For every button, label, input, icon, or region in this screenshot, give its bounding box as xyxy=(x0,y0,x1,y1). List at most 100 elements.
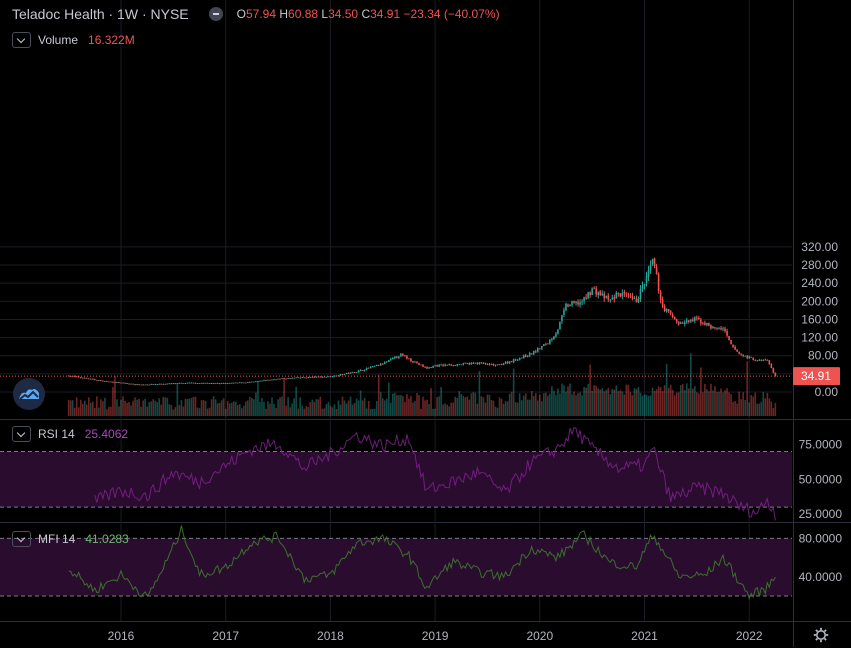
candle-body xyxy=(188,382,191,384)
volume-bar xyxy=(593,385,595,416)
candle-body xyxy=(536,347,539,352)
volume-bar xyxy=(740,399,742,416)
volume-bar xyxy=(271,397,273,416)
volume-bar xyxy=(128,401,130,416)
mfi-collapse-chevron-icon[interactable] xyxy=(12,531,31,547)
candle-body xyxy=(420,364,422,366)
volume-bar xyxy=(267,401,269,416)
volume-bar xyxy=(198,408,201,416)
volume-bar xyxy=(75,397,78,416)
volume-bar xyxy=(696,392,698,416)
mfi-band xyxy=(0,537,792,597)
volume-bar xyxy=(83,400,86,416)
volume-collapse-chevron-icon[interactable] xyxy=(12,32,31,48)
candle-body xyxy=(615,292,618,299)
mfi-legend: MFI 14 41.0283 xyxy=(12,531,129,547)
volume-bar xyxy=(728,392,730,416)
volume-bar xyxy=(172,409,175,416)
volume-bar xyxy=(448,406,450,416)
candle-body xyxy=(716,327,718,329)
volume-bar xyxy=(581,395,583,416)
candle-body xyxy=(309,377,312,378)
volume-bar xyxy=(92,401,94,416)
candle-body xyxy=(363,370,366,371)
symbol-title[interactable]: Teladoc Health · 1W · NYSE xyxy=(12,6,189,22)
volume-bar xyxy=(331,407,334,416)
candle-body xyxy=(619,293,622,297)
volume-bar xyxy=(420,408,422,416)
candle-body xyxy=(714,327,716,329)
candle-body xyxy=(585,297,587,299)
mfi-value: 41.0283 xyxy=(85,532,129,546)
volume-bar xyxy=(547,395,549,416)
volume-bar xyxy=(641,395,644,416)
tradingview-logo-icon[interactable] xyxy=(13,378,45,410)
volume-bar xyxy=(742,392,744,416)
candle-body xyxy=(204,382,207,384)
volume-bar xyxy=(627,384,630,416)
candle-body xyxy=(257,381,259,382)
candle-body xyxy=(303,377,306,379)
last-price-badge xyxy=(793,367,840,386)
volume-bar xyxy=(158,398,161,416)
volume-bar xyxy=(234,401,237,416)
volume-bar xyxy=(301,405,304,416)
candle-body xyxy=(468,363,471,365)
candle-body xyxy=(706,323,708,326)
candle-body xyxy=(524,355,527,357)
candle-body xyxy=(317,376,320,378)
candle-body xyxy=(669,310,672,314)
volume-bar xyxy=(402,396,404,416)
candle-body xyxy=(128,383,130,385)
candle-body xyxy=(424,366,426,368)
candle-body xyxy=(726,330,728,336)
candle-body xyxy=(67,375,70,377)
mfi-band-tick-label: 40.0000 xyxy=(799,570,843,584)
volume-bar xyxy=(170,404,173,416)
volume-bar xyxy=(532,396,535,416)
candle-body xyxy=(247,382,249,383)
candle-body xyxy=(683,322,686,325)
volume-bar xyxy=(398,395,400,416)
candle-body xyxy=(438,364,440,367)
volume-bar xyxy=(335,408,338,416)
candle-body xyxy=(140,384,142,386)
volume-bar xyxy=(390,402,392,416)
volume-bar xyxy=(194,396,197,416)
volume-bar xyxy=(677,392,680,416)
volume-bar xyxy=(683,390,686,416)
candle-body xyxy=(321,376,324,378)
volume-bar xyxy=(71,400,74,416)
volume-bar xyxy=(764,398,767,416)
volume-bar xyxy=(716,392,718,416)
volume-bar xyxy=(563,385,565,416)
volume-bar xyxy=(543,393,545,416)
volume-bar xyxy=(408,398,410,416)
candle-body xyxy=(522,355,525,358)
candle-body xyxy=(178,383,181,384)
volume-bar xyxy=(613,389,616,416)
candle-body xyxy=(251,381,253,383)
settings-gear-icon[interactable] xyxy=(813,627,829,643)
volume-bar xyxy=(702,392,704,416)
volume-bar xyxy=(589,364,591,416)
volume-bar xyxy=(265,408,267,416)
volume-bar xyxy=(603,391,606,416)
candle-body xyxy=(504,362,507,364)
candle-body xyxy=(653,258,656,267)
volume-bar xyxy=(337,400,340,416)
candle-body xyxy=(243,382,245,384)
volume-bar xyxy=(756,403,759,416)
candle-body xyxy=(373,365,376,367)
minus-toggle-icon[interactable] xyxy=(208,7,223,21)
volume-bar xyxy=(144,398,146,416)
volume-bar xyxy=(148,402,150,416)
volume-bar xyxy=(571,394,573,416)
candle-body xyxy=(385,361,388,363)
rsi-collapse-chevron-icon[interactable] xyxy=(12,426,31,442)
volume-bar xyxy=(212,396,215,416)
volume-bar xyxy=(762,391,765,416)
volume-bar xyxy=(758,403,761,416)
